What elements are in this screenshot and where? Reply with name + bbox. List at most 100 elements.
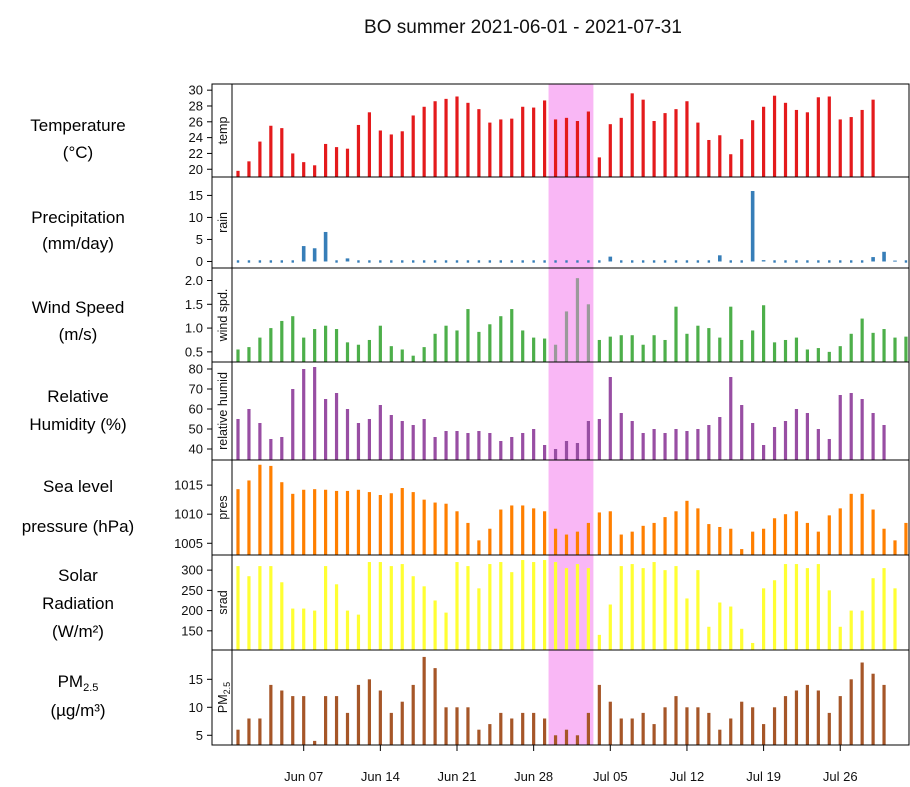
bar [334, 147, 339, 177]
bar [543, 560, 547, 650]
bar [740, 139, 744, 177]
bar [817, 260, 820, 263]
y-tick-label: 5 [196, 232, 203, 247]
bar [466, 433, 470, 460]
bar [685, 500, 689, 555]
bar [794, 337, 799, 362]
bar [794, 511, 799, 555]
bar [269, 125, 273, 177]
bar [663, 113, 667, 177]
bar [433, 600, 437, 650]
bar [280, 260, 283, 263]
bar [729, 528, 733, 555]
bar [521, 560, 525, 650]
bar [608, 604, 612, 650]
bar [816, 97, 820, 177]
bar [608, 256, 613, 262]
bar [324, 143, 328, 177]
bar [849, 117, 853, 177]
bar [620, 260, 623, 263]
bar [488, 528, 492, 555]
row-label-line: (W/m²) [52, 622, 104, 641]
bar [247, 409, 251, 460]
bar [871, 673, 875, 745]
bar [455, 260, 459, 263]
bar [543, 100, 547, 177]
bar [291, 153, 295, 177]
bar [838, 626, 842, 650]
bar [389, 415, 393, 460]
x-tick-label: Jun 28 [514, 769, 553, 784]
bar [466, 707, 470, 745]
bar [783, 421, 788, 460]
bar [389, 712, 393, 745]
bar [663, 260, 667, 263]
bar [685, 598, 689, 650]
bar [631, 260, 634, 263]
bar [236, 349, 240, 362]
bar [707, 524, 711, 555]
y-tick-label: 80 [189, 362, 203, 377]
bar [707, 626, 711, 650]
bar [707, 260, 711, 263]
bar [816, 531, 820, 555]
bar [564, 568, 569, 650]
panel-pm2-5: PM2.5 (µg/m³) 5 10 15 PM2.5 [50, 649, 910, 746]
bar [882, 568, 886, 650]
bar [882, 425, 886, 460]
bar [663, 517, 667, 555]
row-label-line: Wind Speed [32, 298, 125, 317]
x-tick-label: Jul 19 [746, 769, 781, 784]
bar [532, 508, 536, 555]
bar [740, 260, 743, 263]
bar [597, 684, 601, 745]
bar [433, 333, 437, 362]
bar [291, 696, 295, 745]
bar [860, 610, 864, 650]
strip-label: srad [216, 590, 230, 614]
bar [849, 393, 853, 460]
bar [378, 130, 382, 177]
bar [477, 260, 481, 263]
panel-srad: Solar Radiation (W/m²) 150 200 250 300 srad [42, 554, 910, 651]
y-tick-label: 0 [196, 254, 203, 269]
bar [630, 718, 634, 745]
bar [334, 490, 339, 555]
y-tick-label: 15 [189, 672, 203, 687]
bar [772, 342, 777, 362]
bar [422, 499, 426, 555]
bar [477, 588, 481, 650]
bar [783, 564, 788, 650]
y-tick-label: 5 [196, 728, 203, 743]
bar [641, 99, 645, 177]
bar [641, 712, 645, 745]
bar [553, 119, 558, 177]
bar [510, 260, 513, 263]
bar [389, 566, 393, 650]
bar [510, 437, 514, 460]
bar [455, 562, 459, 650]
bar [334, 393, 339, 460]
bar [367, 419, 371, 460]
bar [849, 333, 853, 362]
bar [663, 433, 667, 460]
bar [291, 389, 295, 460]
chart-title: BO summer 2021-06-01 - 2021-07-31 [364, 17, 682, 38]
row-label-line: Sea level [43, 477, 113, 496]
row-label-line: Solar [58, 566, 98, 585]
bar [772, 707, 777, 745]
bar [816, 564, 820, 650]
bar [685, 101, 689, 177]
bar [444, 503, 448, 555]
bar [356, 489, 361, 555]
bar [532, 107, 536, 177]
bar [455, 96, 459, 177]
bar [860, 109, 864, 177]
bar [652, 724, 656, 745]
bar [367, 492, 371, 555]
bar [740, 628, 744, 650]
strip-label: PM2.5 [216, 682, 232, 713]
y-tick-label: 0.5 [185, 344, 203, 359]
bar [850, 260, 853, 263]
bar [532, 337, 536, 362]
